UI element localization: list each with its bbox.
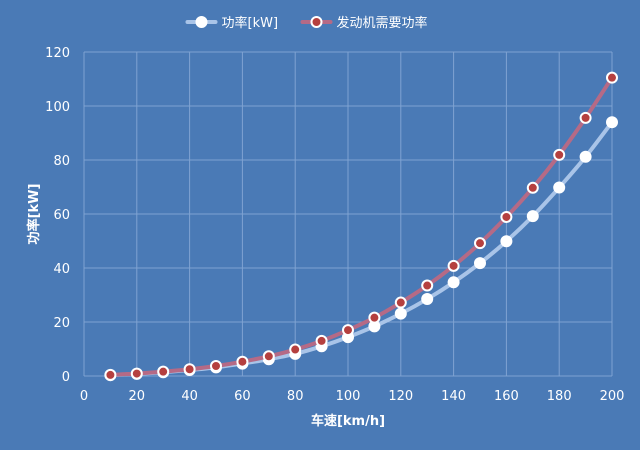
data-point — [262, 350, 275, 363]
data-point — [210, 360, 222, 373]
legend-item-1: 功率[kW] — [185, 15, 279, 31]
data-point — [579, 111, 592, 124]
y-tick-label: 0 — [62, 370, 70, 385]
x-tick-label: 180 — [547, 389, 572, 404]
data-point — [394, 307, 407, 320]
x-tick-label: 140 — [441, 389, 466, 404]
data-point — [474, 257, 486, 270]
x-tick-label: 100 — [336, 389, 361, 404]
data-point — [500, 210, 513, 223]
legend: 功率[kW] 发动机需要功率 — [185, 15, 428, 31]
series-1 — [104, 116, 618, 382]
data-point — [289, 343, 302, 356]
legend-item-2: 发动机需要功率 — [300, 15, 428, 31]
legend-label: 发动机需要功率 — [337, 15, 428, 31]
data-point — [130, 367, 143, 380]
data-point — [157, 365, 170, 378]
x-tick-label: 20 — [129, 389, 146, 404]
legend-marker — [195, 16, 208, 28]
series-2 — [104, 71, 618, 381]
data-point — [447, 259, 460, 272]
data-point — [606, 116, 618, 129]
gridlines — [83, 51, 613, 377]
data-point — [579, 150, 592, 163]
x-tick-label: 60 — [234, 389, 251, 404]
data-point — [553, 148, 566, 161]
data-point — [421, 293, 434, 306]
y-tick-label: 100 — [45, 100, 70, 115]
x-tick-label: 120 — [388, 389, 413, 404]
x-axis-title: 车速[km/h] — [311, 413, 385, 429]
data-point — [526, 210, 539, 223]
x-tick-label: 40 — [181, 389, 198, 404]
y-tick-label: 40 — [53, 262, 70, 277]
data-point — [606, 71, 618, 84]
legend-label: 功率[kW] — [222, 15, 279, 31]
data-point — [474, 237, 486, 250]
data-point — [368, 311, 381, 324]
data-point — [421, 279, 434, 292]
legend-marker — [310, 16, 323, 28]
data-point — [104, 368, 117, 381]
x-tick-label: 80 — [287, 389, 304, 404]
data-point — [183, 363, 196, 376]
x-tick-label: 160 — [494, 389, 519, 404]
data-point — [342, 324, 354, 337]
y-tick-label: 120 — [45, 46, 70, 61]
x-tick-label: 200 — [600, 389, 625, 404]
x-tick-label: 0 — [80, 389, 88, 404]
data-point — [500, 235, 513, 248]
y-tick-label: 60 — [53, 208, 70, 223]
data-point — [394, 296, 407, 309]
series-layer — [104, 71, 618, 382]
data-point — [447, 276, 460, 289]
y-axis-title: 功率[kW] — [26, 184, 42, 245]
data-point — [236, 355, 249, 368]
data-point — [526, 181, 539, 194]
data-point — [553, 181, 566, 194]
data-point — [315, 334, 328, 347]
axes: 0 20 40 60 80 100 120 140 160 180 200 0 20 40 60 80 100 1… — [45, 46, 624, 404]
y-tick-label: 80 — [53, 154, 70, 169]
y-tick-label: 20 — [53, 316, 70, 331]
